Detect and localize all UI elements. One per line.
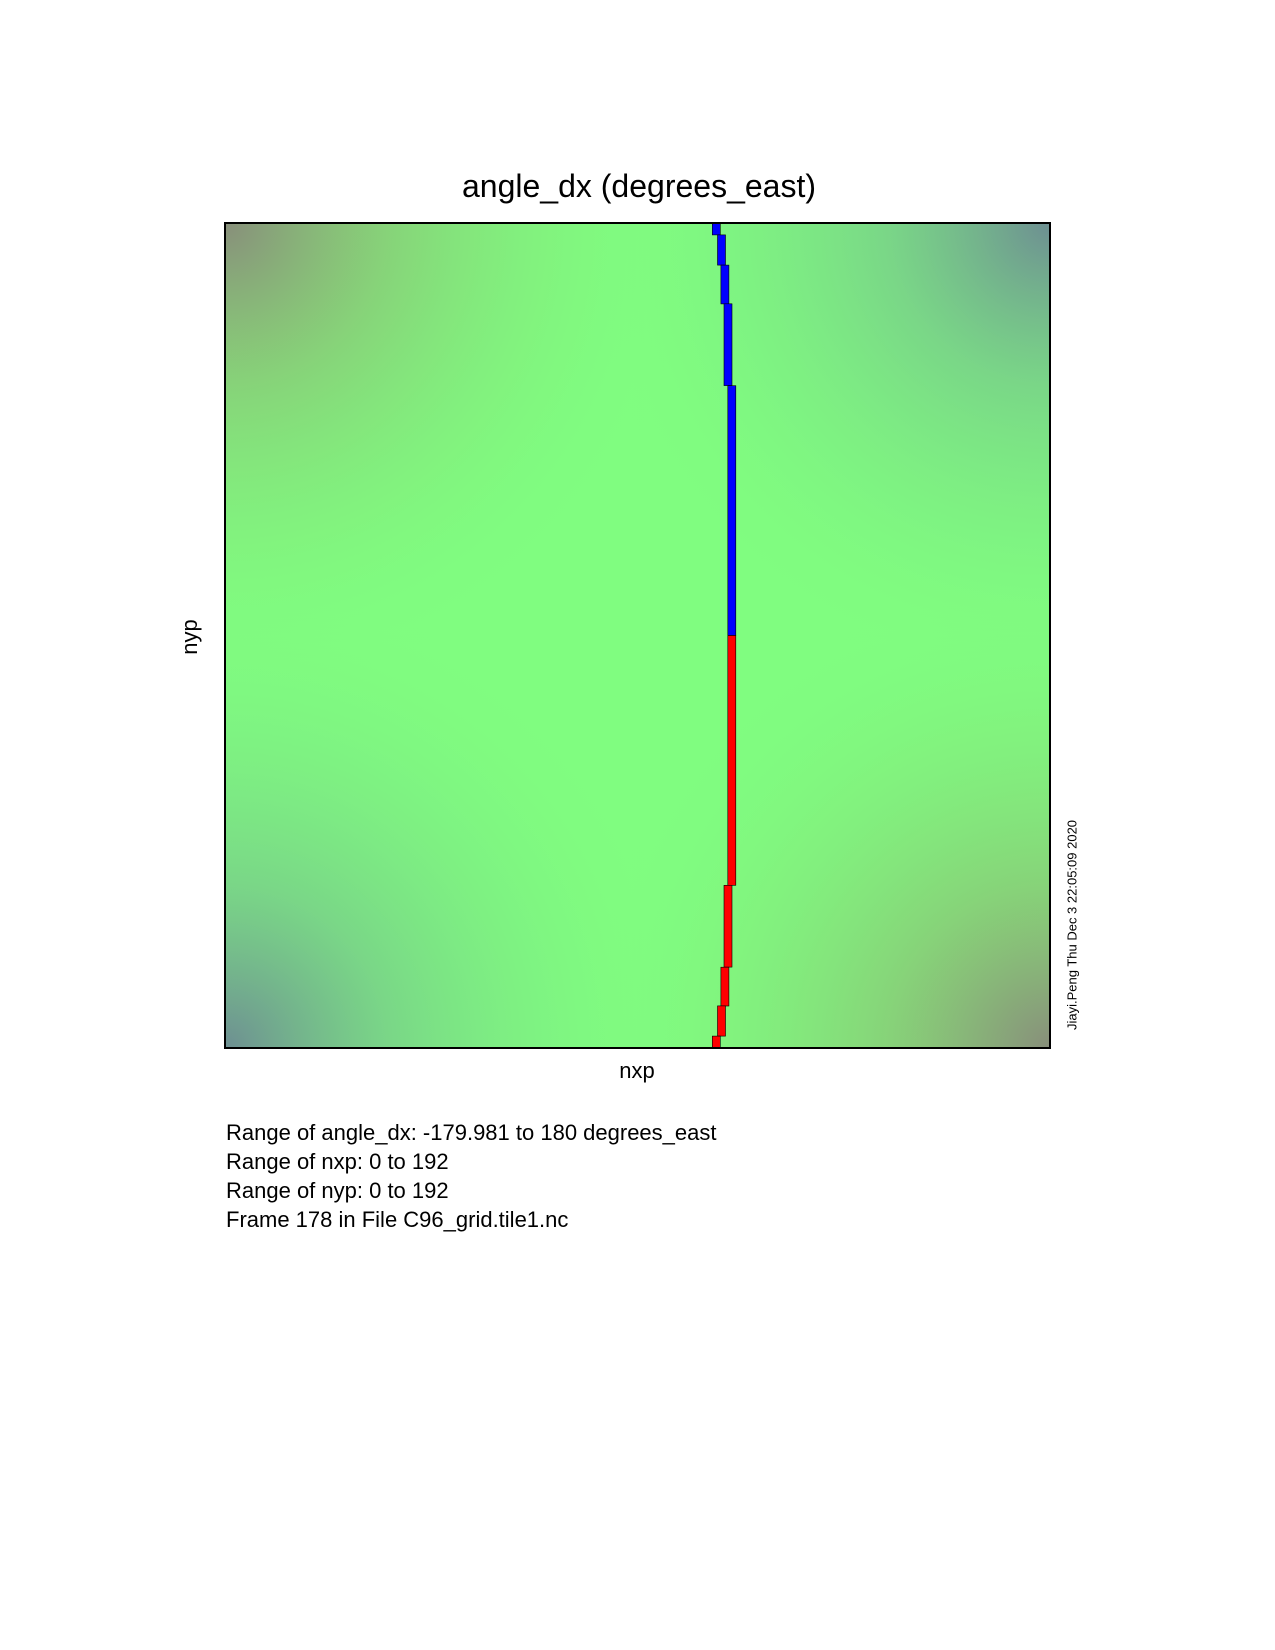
info-line-nxp-range: Range of nxp: 0 to 192 xyxy=(226,1149,449,1174)
chart-title: angle_dx (degrees_east) xyxy=(461,168,816,204)
discontinuity-segment-4 xyxy=(723,303,733,386)
discontinuity-segment-8 xyxy=(720,966,730,1007)
discontinuity-segment-3 xyxy=(720,264,730,305)
info-line-nyp-range: Range of nyp: 0 to 192 xyxy=(226,1178,449,1203)
heatmap-plot xyxy=(224,222,1051,1049)
info-line-value-range: Range of angle_dx: -179.981 to 180 degre… xyxy=(226,1120,717,1145)
discontinuity-segment-7 xyxy=(723,884,733,968)
info-block: Range of angle_dx: -179.981 to 180 degre… xyxy=(226,1118,717,1234)
x-axis-label: nxp xyxy=(619,1058,655,1083)
plot-border xyxy=(224,222,1051,1049)
discontinuity-line xyxy=(711,222,737,1049)
discontinuity-segment-2 xyxy=(717,234,726,266)
info-line-frame: Frame 178 in File C96_grid.tile1.nc xyxy=(226,1207,569,1232)
discontinuity-segment-6 xyxy=(727,635,737,886)
credit-timestamp: Jiayi.Peng Thu Dec 3 22:05:09 2020 xyxy=(1064,819,1080,1031)
corner-shade-bottom-right xyxy=(224,222,1051,1049)
discontinuity-segment-5 xyxy=(727,385,737,636)
discontinuity-segment-1 xyxy=(711,222,721,236)
discontinuity-segment-9 xyxy=(717,1005,726,1037)
y-axis-label: nyp xyxy=(177,619,202,655)
